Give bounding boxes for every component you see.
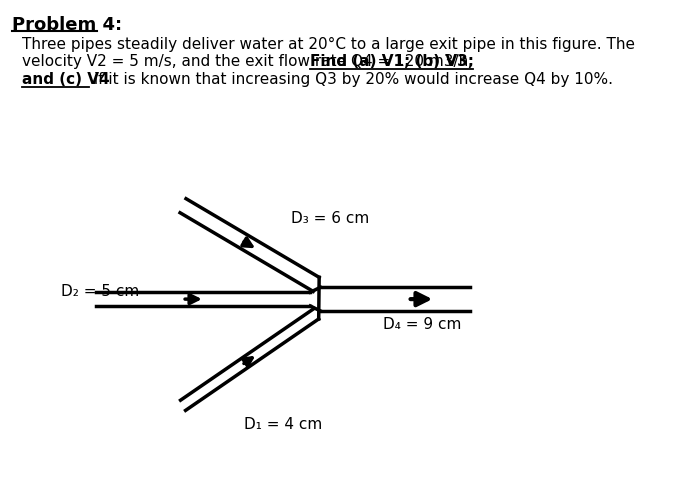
Text: D₃ = 6 cm: D₃ = 6 cm xyxy=(291,211,370,226)
Text: if it is known that increasing Q3 by 20% would increase Q4 by 10%.: if it is known that increasing Q3 by 20%… xyxy=(89,72,613,87)
Text: Find (a) V1; (b) V3;: Find (a) V1; (b) V3; xyxy=(310,54,475,69)
Text: Problem 4:: Problem 4: xyxy=(12,16,123,34)
Text: and (c) V4: and (c) V4 xyxy=(22,72,110,87)
Text: D₂ = 5 cm: D₂ = 5 cm xyxy=(61,284,139,299)
Text: Three pipes steadily deliver water at 20°C to a large exit pipe in this figure. : Three pipes steadily deliver water at 20… xyxy=(22,37,636,51)
Text: velocity V2 = 5 m/s, and the exit flow rate Q4 = 120 m3/h.: velocity V2 = 5 m/s, and the exit flow r… xyxy=(22,54,479,69)
Text: D₁ = 4 cm: D₁ = 4 cm xyxy=(244,417,322,432)
Text: D₄ = 9 cm: D₄ = 9 cm xyxy=(383,317,461,332)
